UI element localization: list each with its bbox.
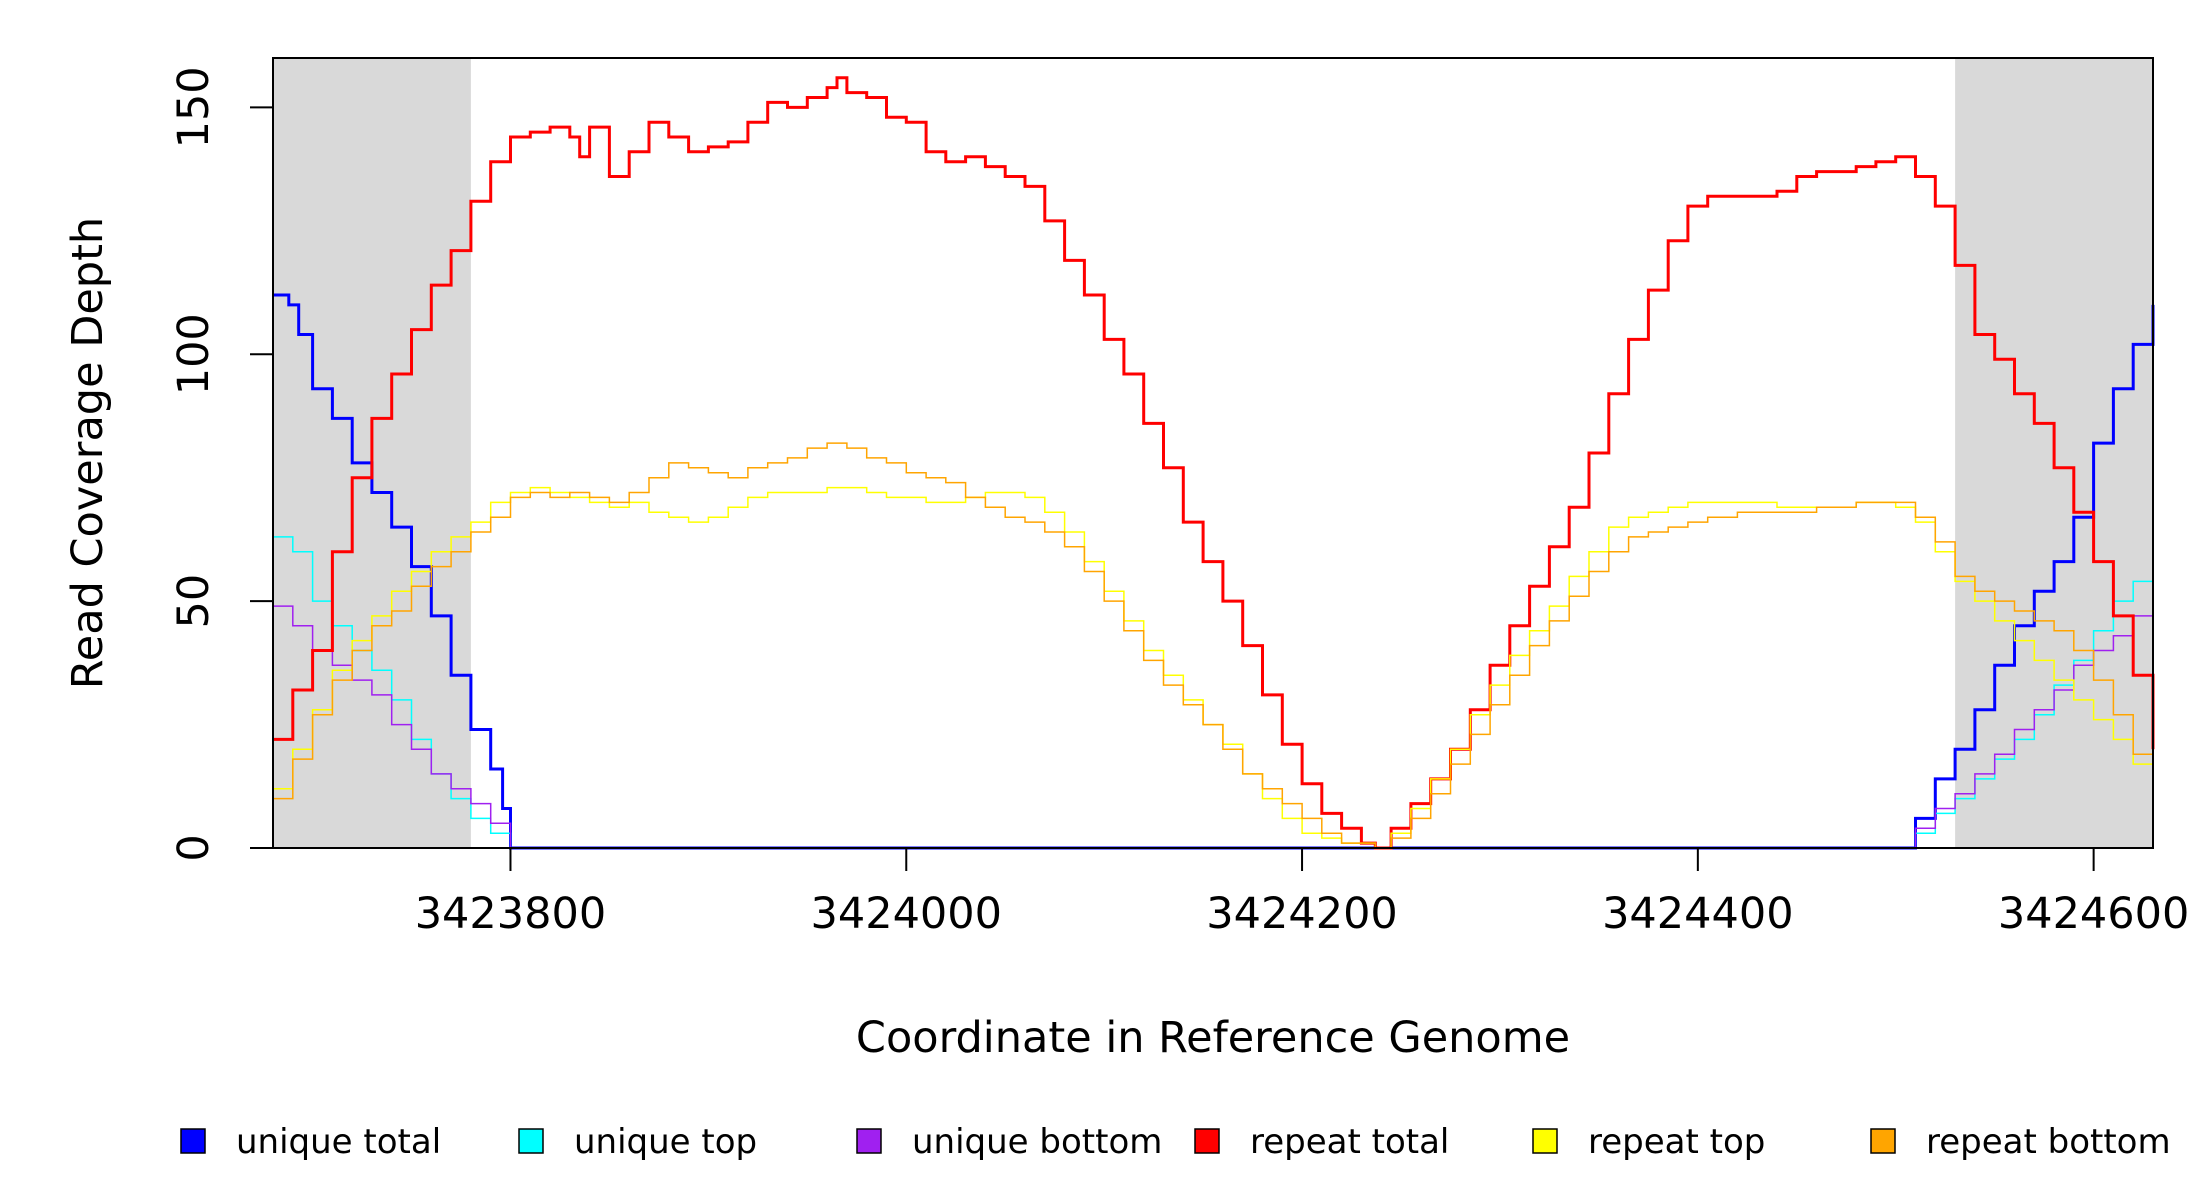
legend-label: repeat bottom	[1926, 1122, 2171, 1162]
legend-swatch	[180, 1128, 206, 1154]
series-line-unique-top	[273, 536, 2154, 849]
legend-swatch	[1870, 1128, 1896, 1154]
legend-label: unique top	[574, 1122, 757, 1162]
series-line-repeat-top	[273, 486, 2154, 849]
y-tick-label: 0	[169, 834, 219, 861]
x-axis: 3423800 3424000 3424200 3424400 3424600	[415, 848, 2190, 939]
legend-label: unique bottom	[912, 1122, 1162, 1162]
series-line-unique-bottom	[273, 586, 2154, 849]
legend-swatch	[856, 1128, 882, 1154]
legend-swatch	[1532, 1128, 1558, 1154]
y-axis: 0 50 100 150	[169, 66, 273, 862]
series-lines	[273, 76, 2155, 850]
legend-label: repeat top	[1588, 1122, 1765, 1162]
series-line-repeat-total	[273, 76, 2155, 850]
y-tick-label: 100	[169, 313, 219, 395]
legend: unique total unique top unique bottom repea…	[180, 1122, 2171, 1162]
x-tick-label: 3424600	[1998, 889, 2190, 939]
legend-label: repeat total	[1250, 1122, 1449, 1162]
plot-frame	[272, 57, 2154, 849]
x-tick-label: 3424400	[1602, 889, 1794, 939]
x-tick-label: 3424200	[1206, 889, 1398, 939]
legend-swatch	[1194, 1128, 1220, 1154]
y-tick-label: 150	[169, 66, 219, 148]
x-axis-title: Coordinate in Reference Genome	[856, 1013, 1570, 1063]
series-line-unique-total	[273, 293, 2155, 850]
x-tick-label: 3424000	[811, 889, 1003, 939]
series-line-repeat-bottom	[273, 442, 2154, 849]
shaded-regions	[273, 58, 2153, 848]
y-axis-title: Read Coverage Depth	[63, 217, 113, 689]
y-tick-label: 50	[169, 574, 219, 629]
legend-swatch	[518, 1128, 544, 1154]
x-tick-label: 3423800	[415, 889, 607, 939]
legend-label: unique total	[236, 1122, 441, 1162]
